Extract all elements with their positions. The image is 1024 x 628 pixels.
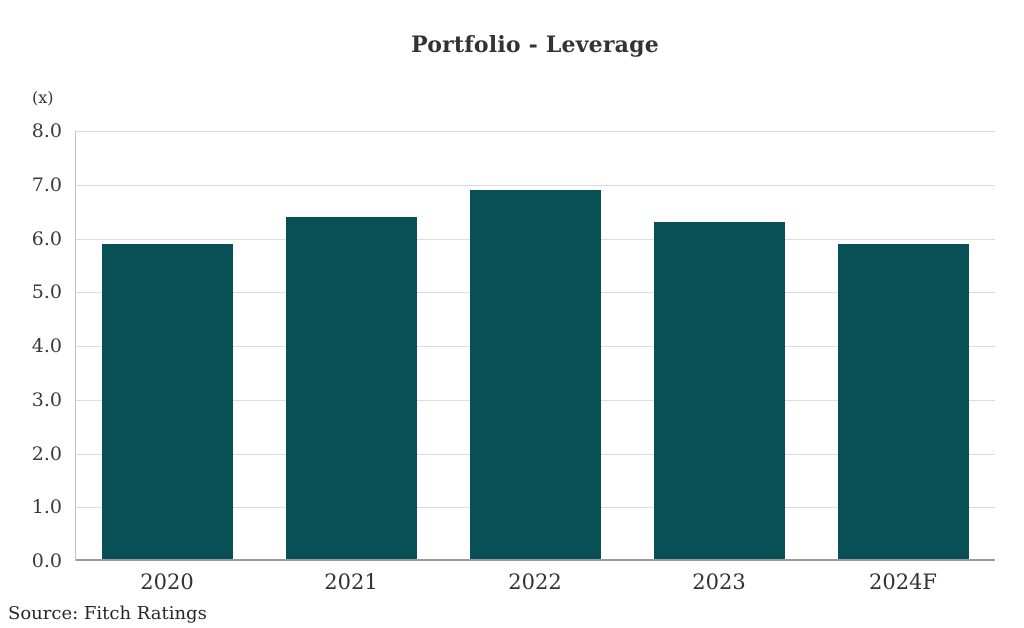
y-tick-label-3.0: 3.0	[31, 388, 62, 411]
bar-slot-2021	[260, 131, 444, 561]
x-tick-label-2020: 2020	[140, 570, 194, 594]
bar-2022	[470, 190, 601, 561]
gridline-8.0	[76, 131, 995, 132]
x-tick-label-2024F: 2024F	[868, 570, 937, 594]
x-tick-label-2023: 2023	[692, 570, 746, 594]
x-axis-labels: 2020 2021 2022 2023 2024F	[75, 570, 995, 594]
bar-2020	[102, 243, 234, 561]
y-tick-label-6.0: 6.0	[31, 227, 62, 250]
y-tick-label-0.0: 0.0	[31, 550, 62, 572]
chart-title: Portfolio - Leverage	[411, 32, 659, 58]
bar-2021	[286, 217, 418, 561]
bar-2024F	[837, 243, 969, 561]
bar-slot-2022	[444, 131, 628, 561]
y-tick-label-7.0: 7.0	[31, 173, 62, 196]
y-axis-tick-labels: 8.0 7.0 6.0 5.0 4.0 3.0 2.0 1.0 0.0	[0, 121, 62, 571]
x-axis-line	[76, 559, 995, 561]
y-tick-label-2.0: 2.0	[31, 442, 62, 465]
y-tick-label-4.0: 4.0	[31, 335, 62, 357]
x-tick-label-2022: 2022	[508, 570, 562, 594]
y-tick-label-1.0: 1.0	[31, 496, 62, 519]
gridline-7.0	[76, 184, 995, 186]
plot-area	[75, 131, 995, 561]
source-note: Source: Fitch Ratings	[8, 603, 207, 624]
y-tick-label-5.0: 5.0	[31, 281, 62, 304]
bar-2023	[653, 222, 785, 561]
bar-slot-2020	[76, 131, 260, 561]
bar-slot-2024F	[811, 131, 995, 561]
y-tick-label-8.0: 8.0	[31, 120, 62, 142]
bar-slot-2023	[627, 131, 811, 561]
y-axis-unit-label: (x)	[32, 88, 54, 107]
x-tick-label-2021: 2021	[324, 570, 378, 594]
bar-series	[76, 131, 995, 561]
